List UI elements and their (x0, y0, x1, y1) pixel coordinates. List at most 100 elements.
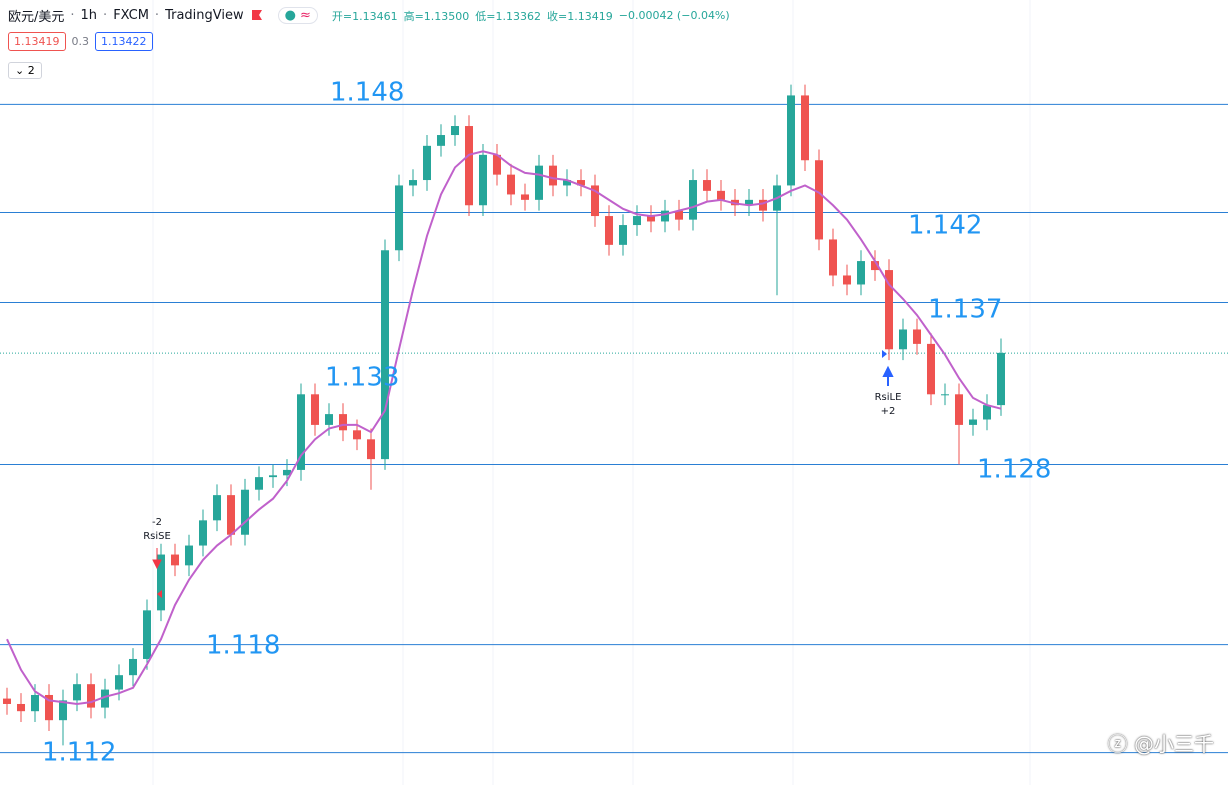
candle-body (619, 225, 627, 245)
candle-body (675, 210, 683, 220)
candle-body (661, 210, 669, 222)
candle-body (843, 275, 851, 285)
level-label: 1.118 (206, 631, 280, 661)
indicator-toggle[interactable]: ⌄ 2 (8, 62, 42, 79)
candle-body (73, 684, 81, 701)
symbol[interactable]: 欧元/美元 (8, 10, 65, 25)
candle-body (549, 165, 557, 186)
candle-body (465, 126, 473, 206)
ohlc-close: 收=1.13419 (547, 9, 613, 23)
candle-body (269, 475, 277, 478)
candle-body (101, 689, 109, 708)
candle-body (801, 95, 809, 161)
ohlc-open: 开=1.13461 (331, 9, 398, 23)
source: TradingView (165, 8, 244, 23)
candle-body (885, 270, 893, 350)
candle-body (605, 216, 613, 245)
candle-body (927, 343, 935, 395)
ohlc-low: 低=1.13362 (475, 9, 542, 23)
candle-body (367, 439, 375, 460)
candle-body (633, 216, 641, 226)
candle-body (955, 394, 963, 425)
spread: 0.3 (71, 35, 90, 48)
level-label: 1.112 (42, 738, 116, 768)
candle-body (591, 185, 599, 217)
signal-label: RsiLE (875, 392, 902, 403)
candle-body (395, 185, 403, 251)
candle-body (45, 694, 53, 721)
entry-marker (882, 350, 887, 358)
candle-body (3, 698, 11, 704)
level-label: 1.128 (977, 455, 1051, 485)
candle-body (115, 675, 123, 690)
candle-body (31, 694, 39, 712)
level-label: 1.142 (908, 211, 982, 241)
candle-body (325, 414, 333, 425)
candle-body (983, 405, 991, 420)
buy-arrow (882, 365, 894, 386)
level-label: 1.137 (928, 295, 1002, 325)
level-label: 1.148 (330, 78, 404, 108)
status-badge[interactable]: ● ≈ (277, 7, 318, 24)
candle-body (255, 477, 263, 490)
candle-body (815, 160, 823, 240)
candle-body (311, 394, 319, 425)
change: −0.00042 (−0.04%) (618, 9, 730, 22)
candle-body (339, 414, 347, 431)
header: 欧元/美元 · 1h · FXCM · TradingView ● ≈ 开=1.1346… (8, 7, 730, 25)
signal-qty: +2 (881, 406, 896, 417)
candle-body (423, 145, 431, 181)
candle-body (157, 554, 165, 611)
candle-body (997, 352, 1005, 406)
candle-body (185, 545, 193, 566)
candle-body (129, 658, 137, 676)
candle-body (241, 489, 249, 535)
candle-body (87, 684, 95, 708)
flag-icon[interactable] (250, 9, 264, 23)
candle-body (59, 700, 67, 721)
exit-marker (157, 590, 162, 598)
watermark: ⓩ @小三千 (1107, 732, 1214, 756)
candle-body (507, 174, 515, 195)
candle-body (283, 469, 291, 476)
candle-body (213, 495, 221, 521)
candle-body (745, 199, 753, 206)
candle-body (171, 554, 179, 566)
candle-body (563, 180, 571, 186)
candle-body (17, 703, 25, 712)
candle-body (759, 199, 767, 211)
ohlc-high: 高=1.13500 (403, 9, 470, 23)
interval[interactable]: 1h (80, 8, 98, 23)
signal-label: RsiSE (143, 531, 171, 542)
candle-body (787, 95, 795, 186)
candle-body (493, 154, 501, 175)
candle-body (703, 180, 711, 191)
candle-body (871, 261, 879, 271)
candle-body (479, 154, 487, 206)
sell-arrow (152, 548, 162, 570)
sell-button[interactable]: 1.13419 (8, 32, 66, 51)
candle-body (941, 394, 949, 396)
candle-body (199, 520, 207, 546)
candle-body (451, 126, 459, 136)
candle-body (143, 610, 151, 659)
candle-body (437, 135, 445, 146)
candle-body (689, 180, 697, 220)
candle-body (353, 430, 361, 440)
candle-body (227, 495, 235, 535)
moving-average (6, 150, 1002, 705)
candle-body (857, 261, 865, 285)
signal-qty: -2 (152, 517, 162, 528)
candle-body (829, 239, 837, 276)
candle-body (409, 180, 417, 186)
candle-body (297, 394, 305, 470)
candle-body (535, 165, 543, 200)
candle-body (381, 250, 389, 460)
candle-body (969, 419, 977, 425)
buy-button[interactable]: 1.13422 (95, 32, 153, 51)
candle-body (521, 194, 529, 200)
watermark-text: @小三千 (1134, 732, 1214, 756)
annotation-label: 1.133 (325, 363, 399, 393)
